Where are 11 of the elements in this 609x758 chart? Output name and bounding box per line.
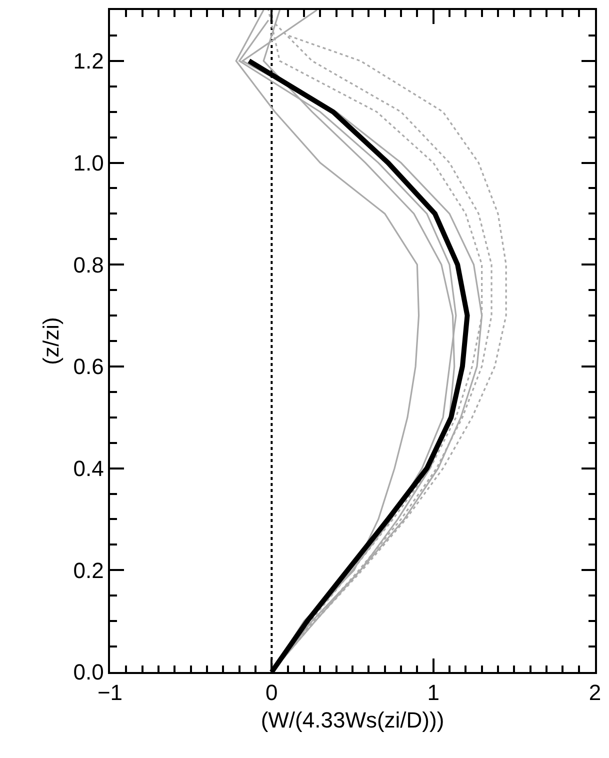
y-tick-label: 0.2 bbox=[73, 558, 104, 583]
x-tick-label: 1 bbox=[427, 680, 440, 706]
x-tick-label: 0 bbox=[266, 680, 278, 706]
y-tick-label: 0.4 bbox=[73, 456, 104, 482]
y-tick-label: 0.6 bbox=[73, 354, 104, 380]
y-tick-label: 1.0 bbox=[73, 150, 104, 176]
x-axis-title: (W/(4.33Ws(zi/D))) bbox=[260, 708, 444, 733]
y-tick-label: 0.8 bbox=[73, 252, 104, 278]
y-tick-label: 1.2 bbox=[73, 48, 104, 74]
x-tick-label: 2 bbox=[588, 680, 602, 706]
y-axis-title: (z/zi) bbox=[38, 317, 64, 365]
